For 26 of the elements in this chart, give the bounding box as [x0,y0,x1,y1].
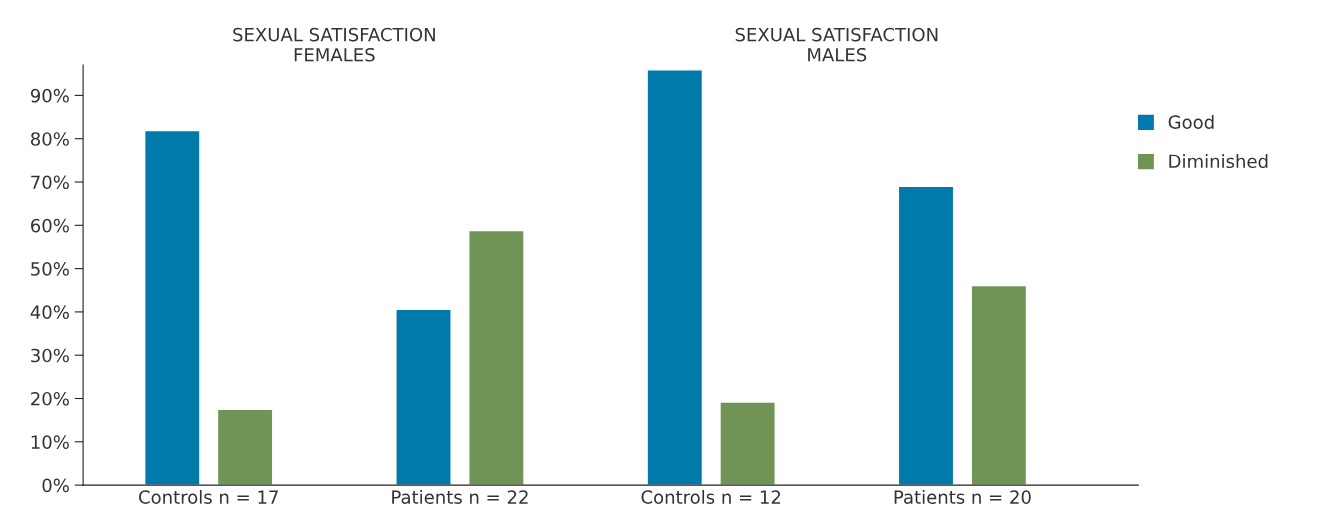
bar [143,129,201,486]
bar [970,284,1028,486]
legend-label: Good [1168,114,1214,129]
bar [719,401,776,486]
text: SEXUAL SATISFACTION FEMALES [233,27,435,62]
bar [468,229,525,486]
y-tick-label: 60% [31,218,69,233]
bar [897,185,955,486]
y-tick-label: 50% [31,262,69,276]
y-tick-label: 40% [30,305,69,320]
y-tick-label: 70% [31,175,69,190]
text: SEXUAL SATISFACTION MALES [735,27,938,62]
y-tick-label: 10% [31,435,69,449]
x-tick-label: Controls n = 17 [139,489,278,504]
bar [216,408,274,486]
bar [395,308,452,486]
y-tick-label: 0% [42,478,69,493]
x-tick-label: Controls n = 12 [641,489,781,504]
legend-label: Diminished [1169,154,1268,169]
y-tick-label: 90% [30,88,69,103]
y-tick-label: 30% [31,348,69,363]
y-tick-label: 80% [31,132,69,146]
y-tick-label: 20% [31,391,69,406]
bar [646,69,704,486]
x-tick-label: Patients n = 22 [392,489,528,504]
x-tick-label: Patients n = 20 [894,489,1031,504]
